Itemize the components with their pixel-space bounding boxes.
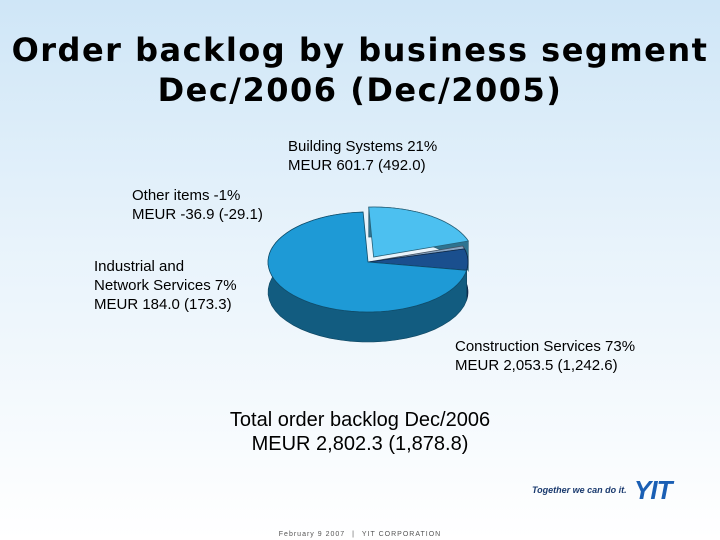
label-construction-services-line1: Construction Services 73% [455,338,636,355]
slice-construction-services [267,211,468,313]
footer-company: YIT CORPORATION [361,531,442,538]
total-line-1: Total order backlog Dec/2006 [229,409,491,431]
label-building-systems: Building Systems 21% MEUR 601.7 (492.0) [288,137,437,175]
label-other-items: Other items -1% MEUR -36.9 (-29.1) [132,186,263,224]
label-industrial-network-line1: Industrial and [94,258,185,275]
label-industrial-network: Industrial and Network Services 7% MEUR … [94,257,237,314]
logo-mark: YIT [634,475,672,505]
total-order-backlog: Total order backlog Dec/2006 MEUR 2,802.… [160,408,560,456]
total-line-2: MEUR 2,802.3 (1,878.8) [251,433,469,455]
title-line-2: Dec/2006 (Dec/2005) [157,71,563,109]
slice-building-systems [368,206,469,258]
label-building-systems-line2: MEUR 601.7 (492.0) [288,157,426,174]
title-line-1: Order backlog by business segment [11,31,709,69]
label-industrial-network-line2: MEUR 184.0 (173.3) [94,296,232,313]
footer: February 9 2007 | YIT CORPORATION [0,531,720,538]
label-other-items-line2: MEUR -36.9 (-29.1) [132,206,263,223]
slice-industrial-and-network-services [367,248,469,271]
logo-slogan: Together we can do it. [532,485,627,495]
label-building-systems-line1: Building Systems 21% [288,138,438,155]
label-industrial-network-line1b: Network Services 7% [94,277,237,294]
label-construction-services-line2: MEUR 2,053.5 (1,242.6) [455,357,618,374]
label-other-items-line1: Other items -1% [132,187,241,204]
chart-title: Order backlog by business segment Dec/20… [0,30,720,110]
footer-separator: | [352,531,355,538]
label-construction-services: Construction Services 73% MEUR 2,053.5 (… [455,337,635,375]
yit-logo: Together we can do it. YIT [532,475,702,505]
footer-date: February 9 2007 [278,531,346,538]
